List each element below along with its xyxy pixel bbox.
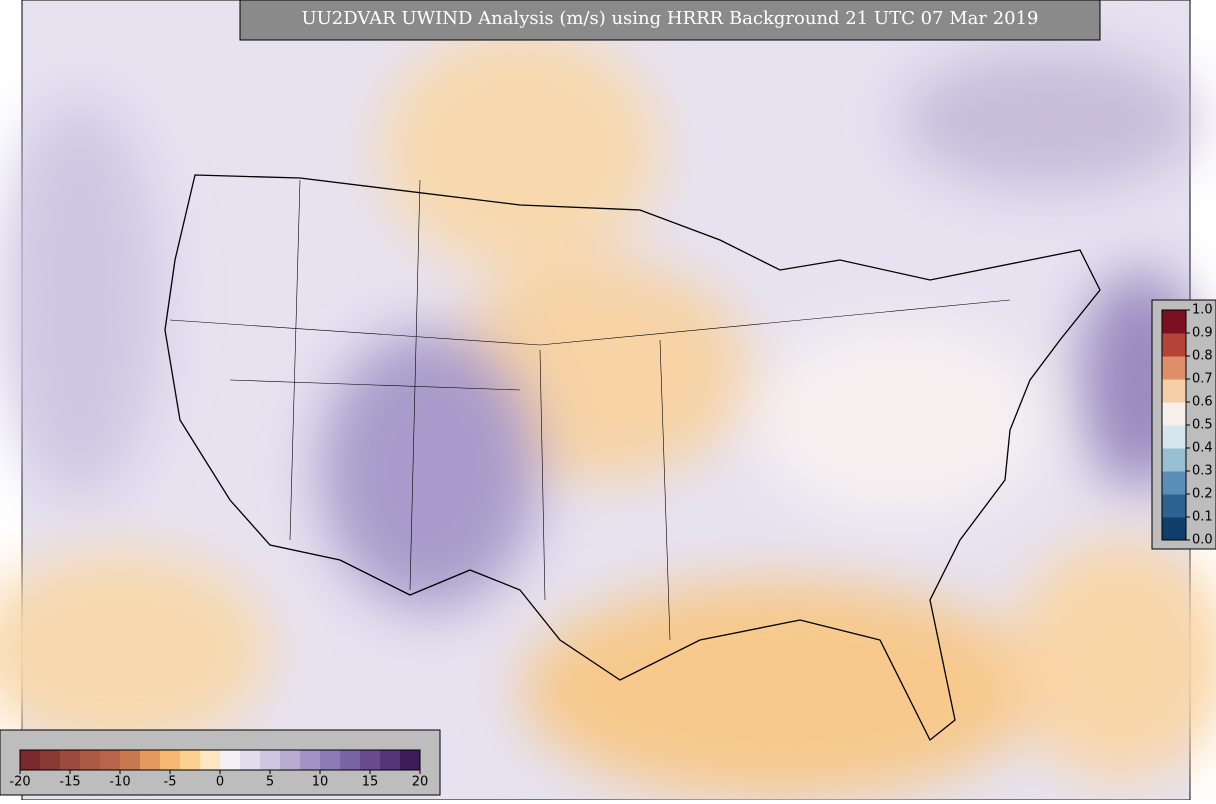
wind-field xyxy=(0,30,1216,800)
colorbar-segment xyxy=(280,750,301,770)
colorbar-segment xyxy=(1162,517,1186,541)
colorbar-segment xyxy=(1162,448,1186,472)
colorbar-segment xyxy=(300,750,321,770)
colorbar-segment xyxy=(60,750,81,770)
tick-label: -5 xyxy=(164,775,177,790)
colorbar-segment xyxy=(1162,310,1186,334)
colorbar-segment xyxy=(340,750,361,770)
colorbars: -20 -15 -10 -5 0 5 10 15 20 0.0 0.1 0.2 0.3 0.4 0.5 0.6… xyxy=(9,303,1212,790)
colorbar-segment xyxy=(220,750,241,770)
tick-label: 15 xyxy=(362,775,379,790)
colorbar-segment xyxy=(120,750,141,770)
colorbar-segment xyxy=(1162,356,1186,380)
colorbar-segment xyxy=(20,750,41,770)
tick-label: 0 xyxy=(216,775,224,790)
colorbar-segment xyxy=(180,750,201,770)
colorbar-segment xyxy=(1162,333,1186,357)
colorbar-segment xyxy=(360,750,381,770)
colorbar-segment xyxy=(380,750,401,770)
colorbar-segment xyxy=(1162,402,1186,426)
tick-label: 5 xyxy=(266,775,274,790)
tick-label: 0.3 xyxy=(1192,464,1213,479)
title: UU2DVAR UWIND Analysis (m/s) using HRRR … xyxy=(301,8,1038,29)
tick-label: 0.6 xyxy=(1192,395,1213,410)
tick-label: 0.7 xyxy=(1192,372,1213,387)
tick-label: 1.0 xyxy=(1192,303,1213,318)
colorbar-segment xyxy=(40,750,61,770)
tick-label: 0.2 xyxy=(1192,487,1213,502)
colorbar-segment xyxy=(400,750,421,770)
colorbar-segment xyxy=(140,750,161,770)
state-borders xyxy=(169,179,1011,641)
colorbar-segment xyxy=(260,750,281,770)
colorbar-segment xyxy=(240,750,261,770)
tick-label: 10 xyxy=(312,775,329,790)
coastline xyxy=(164,174,1101,742)
tick-label: -20 xyxy=(9,775,30,790)
tick-label: -10 xyxy=(109,775,130,790)
colorbar-segment xyxy=(200,750,221,770)
tick-label: 0.4 xyxy=(1192,441,1213,456)
title-box xyxy=(239,0,1101,41)
colorbar-segment xyxy=(80,750,101,770)
colorbar-segment xyxy=(1162,379,1186,403)
colorbar-segment xyxy=(1162,494,1186,518)
tick-label: 0.5 xyxy=(1192,418,1213,433)
tick-label: 0.1 xyxy=(1192,510,1213,525)
tick-label: 0.8 xyxy=(1192,349,1213,364)
tick-label: 0.9 xyxy=(1192,326,1213,341)
colorbar-segment xyxy=(100,750,121,770)
colorbar-segment xyxy=(320,750,341,770)
colorbar-segment xyxy=(1162,425,1186,449)
tick-label: -15 xyxy=(59,775,80,790)
colorbar-segment xyxy=(1162,471,1186,495)
tick-label: 20 xyxy=(412,775,429,790)
colorbar-segment xyxy=(160,750,181,770)
tick-label: 0.0 xyxy=(1192,533,1213,548)
